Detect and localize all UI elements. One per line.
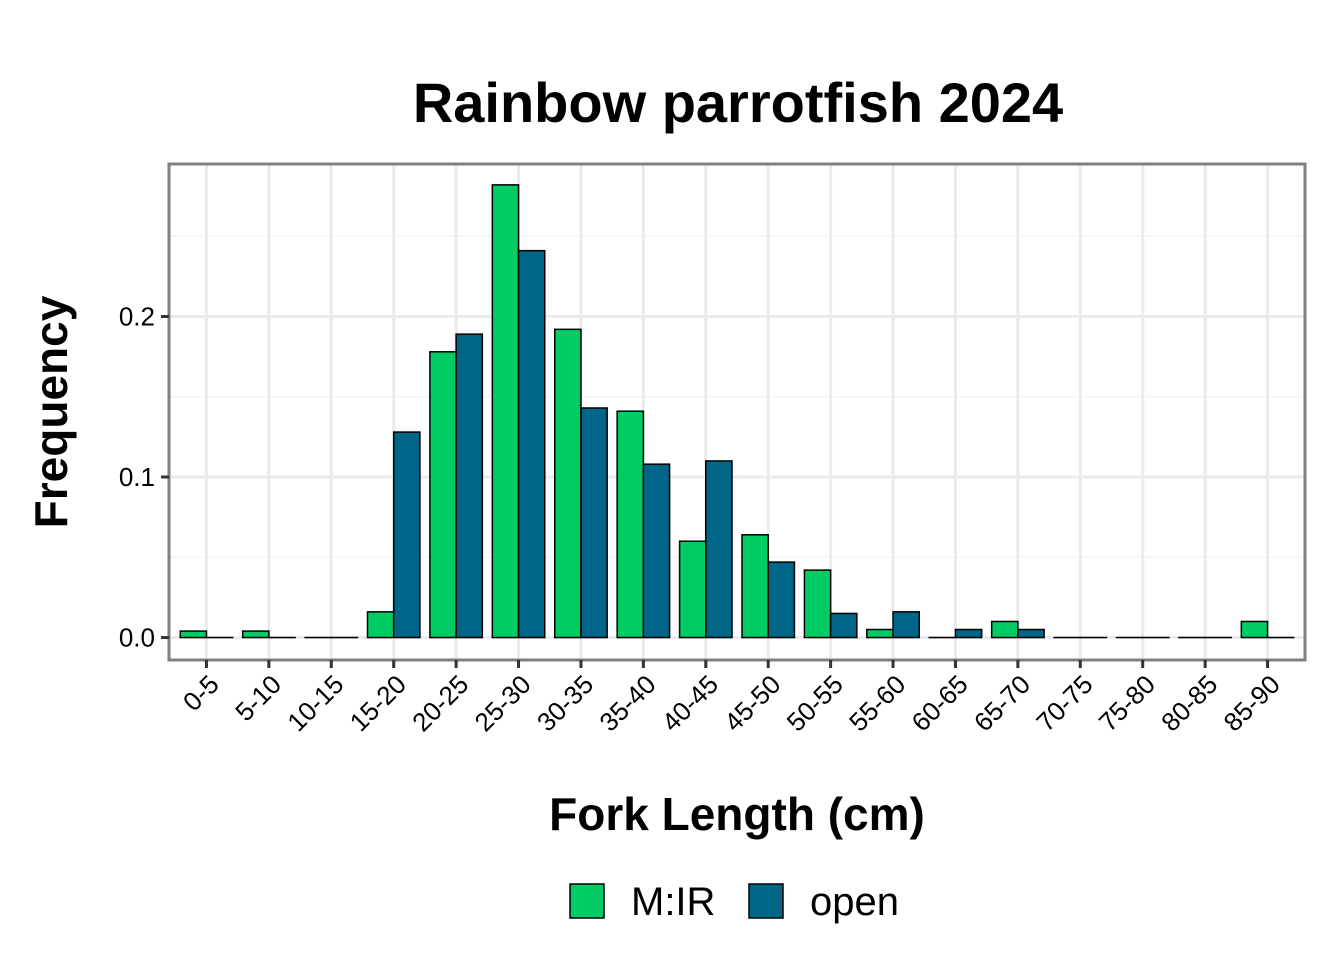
x-tick-label: 0-5 bbox=[177, 669, 225, 717]
bar-m-ir bbox=[741, 534, 769, 639]
legend-key bbox=[748, 883, 784, 919]
x-tick-label: 35-40 bbox=[593, 669, 661, 737]
x-tick-label: 70-75 bbox=[1030, 669, 1098, 737]
chart-title: Rainbow parrotfish 2024 bbox=[413, 71, 1063, 134]
bar-open bbox=[892, 611, 921, 639]
bar-open bbox=[392, 431, 421, 639]
x-tick-label: 80-85 bbox=[1155, 669, 1223, 737]
x-tick-label: 50-55 bbox=[781, 669, 849, 737]
bar-open bbox=[455, 333, 484, 639]
legend-key bbox=[569, 883, 605, 919]
y-tick-label: 0.2 bbox=[119, 301, 155, 331]
bar-open bbox=[517, 249, 546, 639]
bar-m-ir bbox=[1240, 620, 1269, 639]
bar-m-ir bbox=[179, 630, 208, 639]
bar-m-ir bbox=[491, 184, 520, 639]
y-axis-title: Frequency bbox=[25, 295, 77, 528]
x-tick-label: 5-10 bbox=[229, 669, 287, 727]
y-tick-label: 0.0 bbox=[119, 623, 155, 653]
x-tick-label: 25-30 bbox=[469, 669, 537, 737]
bar-m-ir bbox=[678, 540, 707, 639]
bar-m-ir bbox=[803, 569, 832, 639]
bar-open bbox=[580, 407, 608, 639]
plot-grid bbox=[169, 164, 1305, 660]
legend-label: open bbox=[810, 880, 899, 924]
x-tick-label: 40-45 bbox=[656, 669, 724, 737]
legend-label: M:IR bbox=[631, 880, 715, 924]
bar-open bbox=[705, 460, 733, 639]
bar-open bbox=[954, 628, 983, 639]
x-axis: 0-5 5-1010-1515-2020-2525-3030-3535-4040-… bbox=[177, 660, 1286, 737]
bar-m-ir bbox=[553, 328, 582, 639]
bar-open bbox=[642, 463, 671, 639]
y-axis: 0.0 0.1 0.2 bbox=[119, 301, 169, 653]
y-tick-label: 0.1 bbox=[119, 462, 155, 492]
x-tick-label: 10-15 bbox=[281, 669, 349, 737]
bar-m-ir bbox=[616, 410, 645, 639]
bar-open bbox=[767, 561, 796, 639]
x-tick-label: 15-20 bbox=[344, 669, 412, 737]
bar-open bbox=[829, 612, 858, 639]
bar-m-ir bbox=[990, 620, 1019, 639]
bar-m-ir bbox=[429, 351, 457, 639]
x-tick-label: 20-25 bbox=[406, 669, 474, 737]
x-tick-label: 85-90 bbox=[1218, 669, 1286, 737]
bar-m-ir bbox=[241, 630, 270, 639]
x-tick-label: 65-70 bbox=[968, 669, 1036, 737]
x-tick-label: 55-60 bbox=[843, 669, 911, 737]
bars-layer bbox=[179, 184, 1295, 639]
x-tick-label: 30-35 bbox=[531, 669, 599, 737]
legend: M:IR open bbox=[569, 880, 899, 924]
x-axis-title: Fork Length (cm) bbox=[549, 788, 925, 840]
bar-m-ir bbox=[866, 628, 894, 639]
bar-m-ir bbox=[366, 611, 395, 639]
x-tick-label: 75-80 bbox=[1093, 669, 1161, 737]
x-tick-label: 60-65 bbox=[905, 669, 973, 737]
bar-open bbox=[1017, 628, 1045, 639]
plot-panel-border bbox=[167, 162, 1307, 662]
x-tick-label: 45-50 bbox=[718, 669, 786, 737]
